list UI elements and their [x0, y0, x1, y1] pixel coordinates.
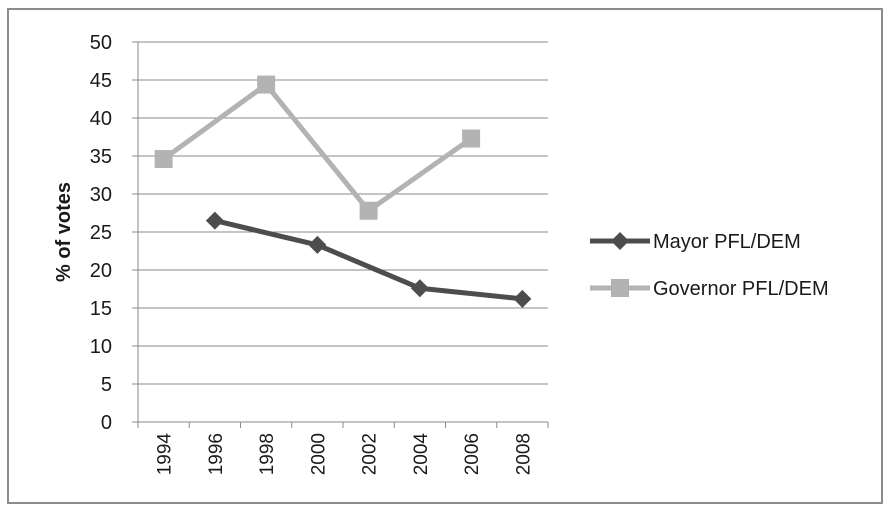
chart-frame [7, 8, 883, 504]
x-tick-label: 2008 [513, 433, 534, 475]
gridlines [138, 41, 548, 385]
series [154, 75, 532, 308]
x-tick-label: 2002 [360, 433, 381, 475]
y-tick-label: 25 [90, 222, 112, 244]
legend-marker [611, 232, 629, 250]
y-axis-title: % of votes [53, 182, 75, 282]
x-tick-labels: 1994 1996 1998 2000 2002 2004 2006 2008 [155, 433, 535, 476]
axes [132, 41, 549, 428]
x-tick-label: 1998 [257, 433, 278, 475]
y-tick-labels: 0 5 10 15 20 25 30 35 40 45 50 [90, 32, 112, 434]
y-tick-label: 5 [101, 374, 112, 396]
series-2 [154, 75, 481, 220]
data-point [462, 129, 481, 148]
data-point [359, 201, 378, 220]
data-point [205, 211, 224, 230]
series-line [162, 82, 473, 214]
x-tick-label: 2006 [462, 433, 483, 475]
x-tick-label: 1996 [206, 433, 227, 475]
y-tick-label: 50 [90, 32, 112, 54]
data-point [308, 235, 327, 254]
y-tick-label: 20 [90, 260, 112, 282]
data-point [410, 279, 429, 298]
data-point [257, 75, 276, 94]
data-point [513, 289, 532, 308]
series-1 [205, 211, 532, 308]
legend-item: Governor PFL/DEM [590, 278, 829, 300]
legend-label: Governor PFL/DEM [653, 278, 829, 300]
y-tick-label: 15 [90, 298, 112, 320]
legend-item: Mayor PFL/DEM [590, 231, 801, 253]
y-tick-label: 45 [90, 70, 112, 92]
y-tick-label: 40 [90, 108, 112, 130]
legend-label: Mayor PFL/DEM [653, 231, 801, 253]
x-tick-label: 2004 [411, 433, 432, 476]
y-tick-label: 35 [90, 146, 112, 168]
x-tick-label: 1994 [155, 433, 176, 476]
legend-marker [611, 279, 629, 297]
legend: Mayor PFL/DEM Governor PFL/DEM [590, 231, 829, 300]
y-tick-label: 30 [90, 184, 112, 206]
data-point [154, 150, 173, 169]
y-tick-label: 0 [101, 412, 112, 434]
series-line [214, 218, 523, 302]
y-tick-label: 10 [90, 336, 112, 358]
x-tick-label: 2000 [308, 433, 329, 475]
